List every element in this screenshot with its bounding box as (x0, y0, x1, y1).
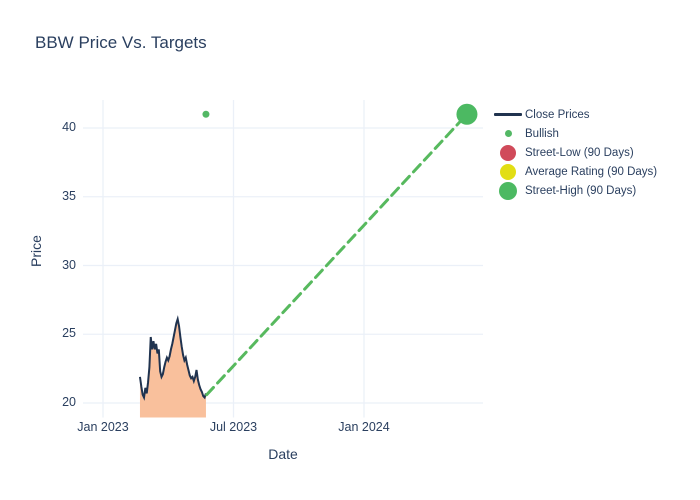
legend-label: Average Rating (90 Days) (525, 165, 658, 178)
y-axis-title: Price (28, 235, 44, 267)
x-tick-label: Jul 2023 (209, 420, 258, 434)
bullish-marker[interactable] (202, 110, 210, 118)
x-tick-label: Jan 2024 (338, 420, 390, 434)
street-high-90-days--marker[interactable] (456, 103, 478, 125)
y-tick-label: 35 (62, 188, 76, 203)
legend-label: Street-Low (90 Days) (525, 146, 634, 159)
legend-item-close-prices[interactable]: Close Prices (491, 105, 657, 124)
x-tick-label: Jan 2023 (77, 420, 129, 434)
legend-item-bullish[interactable]: Bullish (491, 124, 657, 143)
legend-label: Street-High (90 Days) (525, 184, 637, 197)
legend-item-street-low[interactable]: Street-Low (90 Days) (491, 143, 657, 162)
legend-item-average-rating[interactable]: Average Rating (90 Days) (491, 162, 657, 181)
y-tick-label: 25 (62, 326, 76, 341)
x-axis-title: Date (268, 446, 298, 462)
dot-swatch-icon (491, 163, 525, 180)
y-tick-label: 30 (62, 257, 76, 272)
line-swatch-icon (491, 113, 525, 116)
close-price-area (139, 319, 206, 418)
y-tick-label: 40 (62, 120, 76, 134)
legend-item-street-high[interactable]: Street-High (90 Days) (491, 181, 657, 200)
chart-title: BBW Price Vs. Targets (35, 33, 207, 52)
legend-label: Close Prices (525, 108, 590, 121)
dot-swatch-icon (491, 130, 525, 137)
dot-swatch-icon (491, 144, 525, 161)
legend: Close Prices Bullish Street-Low (90 Days… (491, 105, 657, 200)
target-trend-dashed-line (205, 112, 469, 397)
y-tick-label: 20 (62, 395, 76, 409)
dot-swatch-icon (491, 181, 525, 200)
close-price-line[interactable] (138, 315, 207, 401)
legend-label: Bullish (525, 127, 559, 140)
